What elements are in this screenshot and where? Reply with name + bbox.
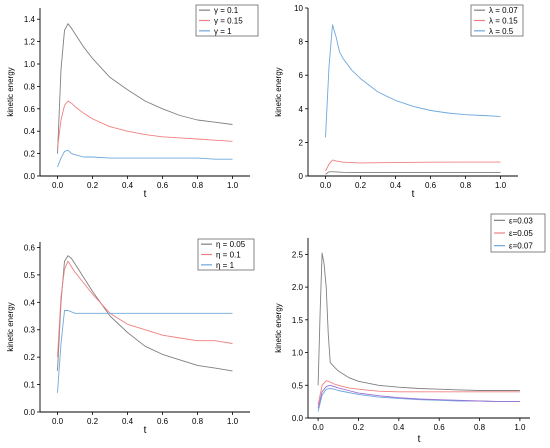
y-axis-title: kinetic energy	[6, 67, 15, 116]
y-tick-label: 0.0	[24, 172, 36, 181]
y-tick-label: 0.0	[24, 408, 36, 417]
y-tick-label: 4	[299, 105, 304, 114]
x-tick-label: 0.0	[52, 417, 64, 426]
y-tick-label: 1.0	[24, 60, 36, 69]
y-tick-label: 0.3	[24, 326, 36, 335]
y-tick-label: 1.5	[292, 316, 304, 325]
x-axis-title: t	[412, 189, 415, 200]
y-tick-label: 10	[294, 4, 303, 13]
legend-entry: γ = 1	[214, 27, 232, 36]
y-tick-label: 2	[299, 138, 304, 147]
legend: η = 0.05 η = 0.1η = 1	[197, 238, 255, 271]
x-tick-label: 0.6	[434, 423, 446, 432]
y-tick-label: 2.0	[292, 283, 304, 292]
series-line	[57, 310, 233, 393]
legend-entry: γ = 0.1	[214, 6, 239, 15]
x-tick-label: 0.2	[87, 417, 99, 426]
legend-entry: λ = 0.07	[489, 6, 518, 15]
y-tick-label: 0.4	[24, 127, 36, 136]
x-axis-title: t	[144, 189, 147, 200]
legend-entry: γ = 0.15	[214, 17, 243, 26]
y-tick-label: 0	[299, 172, 304, 181]
x-tick-label: 0.8	[192, 417, 204, 426]
legend-entry: η = 1	[216, 261, 235, 270]
x-tick-label: 0.2	[87, 181, 99, 190]
legend-entry: λ = 0.15	[489, 17, 518, 26]
x-tick-label: 0.4	[390, 181, 402, 190]
series-line	[57, 100, 233, 149]
y-tick-label: 0.1	[24, 381, 36, 390]
y-tick-label: 0.2	[24, 150, 36, 159]
x-tick-label: 0.8	[192, 181, 204, 190]
y-tick-label: 1.0	[292, 349, 304, 358]
x-tick-label: 0.4	[122, 181, 134, 190]
y-tick-label: 0.6	[24, 243, 36, 252]
legend-entry: η = 0.05	[216, 240, 246, 249]
legend: γ = 0.1 γ = 0.15γ = 1	[195, 4, 259, 37]
x-tick-label: 0.2	[355, 181, 367, 190]
x-tick-label: 0.8	[474, 423, 486, 432]
x-axis-title: t	[418, 434, 421, 445]
y-tick-label: 0.0	[292, 414, 304, 423]
series-line	[317, 380, 520, 405]
x-tick-label: 0.8	[460, 181, 472, 190]
legend-entry: ε=0.07	[509, 242, 533, 251]
x-tick-label: 0.2	[353, 423, 365, 432]
series-line	[317, 252, 520, 391]
x-tick-label: 0.0	[52, 181, 64, 190]
legend-entry: η = 0.1	[216, 251, 241, 260]
x-tick-label: 1.0	[495, 181, 507, 190]
y-axis-title: kinetic energy	[6, 302, 15, 351]
y-tick-label: 2.5	[292, 250, 304, 259]
y-tick-label: 0.6	[24, 105, 36, 114]
x-axis-title: t	[144, 425, 147, 436]
x-tick-label: 1.0	[227, 181, 239, 190]
y-axis-title: kinetic energy	[274, 67, 283, 116]
y-tick-label: 0.2	[24, 353, 36, 362]
x-tick-label: 0.4	[122, 417, 134, 426]
y-tick-label: 1.4	[24, 15, 36, 24]
legend-entry: ε=0.03	[509, 216, 533, 225]
legend-entry: ε=0.05	[509, 229, 533, 238]
x-tick-label: 0.6	[157, 181, 169, 190]
legend: λ = 0.07 λ = 0.15λ = 0.5	[470, 4, 524, 37]
series-line	[57, 149, 233, 168]
x-tick-label: 0.0	[313, 423, 325, 432]
y-tick-label: 0.4	[24, 298, 36, 307]
legend: ε=0.03 ε=0.05 ε=0.07	[490, 213, 546, 253]
x-tick-label: 1.0	[514, 423, 526, 432]
legend-entry: λ = 0.5	[489, 27, 514, 36]
series-line	[325, 159, 501, 172]
series-line	[325, 171, 501, 175]
chart-panel-gamma: 0.0 0.2 0.4 0.6 0.8 1.0 0.0 0.2 0.4 0.6 0.8 1.0 1.2 1…	[6, 4, 259, 200]
y-tick-label: 6	[299, 71, 304, 80]
x-tick-label: 1.0	[227, 417, 239, 426]
series-line	[317, 384, 520, 409]
chart-panel-epsilon: 0.0 0.2 0.4 0.6 0.8 1.0 0.0 0.5 1.0 1.5 2.0 2.5 t kin…	[274, 213, 546, 445]
chart-panel-lambda: 0.0 0.2 0.4 0.6 0.8 1.0 0 2 4 6 8 10 t kinetic energy…	[274, 4, 524, 200]
series-line	[57, 23, 233, 154]
chart-panel-eta: 0.0 0.2 0.4 0.6 0.8 1.0 0.0 0.1 0.2 0.3 0.4 0.5 0.6 t…	[6, 238, 255, 436]
y-tick-label: 0.8	[24, 82, 36, 91]
series-line	[57, 260, 233, 358]
x-tick-label: 0.0	[320, 181, 332, 190]
y-tick-label: 0.5	[292, 381, 304, 390]
y-tick-label: 1.2	[24, 38, 36, 47]
series-line	[325, 24, 501, 138]
x-tick-label: 0.4	[393, 423, 405, 432]
y-tick-label: 0.5	[24, 271, 36, 280]
y-axis-title: kinetic energy	[274, 303, 283, 352]
x-tick-label: 0.6	[425, 181, 437, 190]
x-tick-label: 0.6	[157, 417, 169, 426]
y-tick-label: 8	[299, 38, 304, 47]
